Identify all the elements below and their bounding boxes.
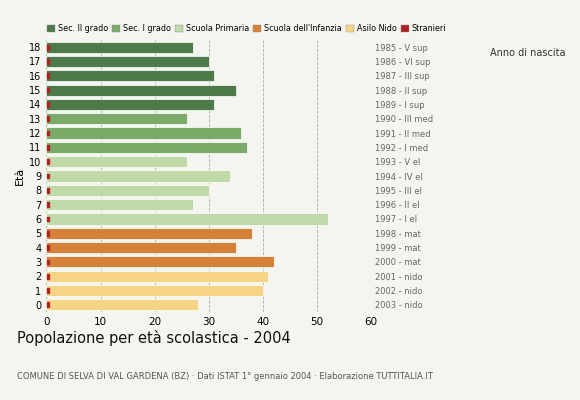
Bar — [46, 128, 241, 139]
Bar — [47, 288, 49, 293]
Bar — [46, 142, 246, 153]
Bar — [46, 228, 252, 239]
Text: Popolazione per età scolastica - 2004: Popolazione per età scolastica - 2004 — [17, 330, 291, 346]
Bar — [46, 170, 230, 182]
Bar — [46, 299, 198, 310]
Text: COMUNE DI SELVA DI VAL GARDENA (BZ) · Dati ISTAT 1° gennaio 2004 · Elaborazione : COMUNE DI SELVA DI VAL GARDENA (BZ) · Da… — [17, 372, 433, 381]
Bar — [47, 217, 49, 221]
Legend: Sec. II grado, Sec. I grado, Scuola Primaria, Scuola dell'Infanzia, Asilo Nido, : Sec. II grado, Sec. I grado, Scuola Prim… — [47, 24, 446, 33]
Bar — [46, 56, 209, 67]
Text: Anno di nascita: Anno di nascita — [490, 48, 566, 58]
Bar — [46, 199, 193, 210]
Bar — [47, 131, 49, 135]
Bar — [46, 285, 263, 296]
Bar — [47, 202, 49, 207]
Bar — [47, 231, 49, 236]
Bar — [47, 260, 49, 264]
Bar — [47, 145, 49, 150]
Bar — [46, 256, 274, 268]
Bar — [47, 74, 49, 78]
Bar — [47, 274, 49, 278]
Bar — [46, 185, 209, 196]
Bar — [46, 42, 193, 53]
Bar — [47, 159, 49, 164]
Bar — [47, 88, 49, 92]
Bar — [47, 116, 49, 121]
Bar — [46, 156, 187, 167]
Bar — [47, 59, 49, 64]
Bar — [46, 70, 214, 81]
Bar — [47, 102, 49, 107]
Bar — [47, 45, 49, 50]
Bar — [47, 174, 49, 178]
Bar — [47, 245, 49, 250]
Bar — [46, 271, 269, 282]
Bar — [46, 213, 328, 224]
Bar — [47, 188, 49, 193]
Bar — [46, 242, 236, 253]
Bar — [46, 84, 236, 96]
Bar — [46, 113, 187, 124]
Bar — [47, 302, 49, 307]
Y-axis label: Età: Età — [15, 167, 25, 185]
Bar — [46, 99, 214, 110]
